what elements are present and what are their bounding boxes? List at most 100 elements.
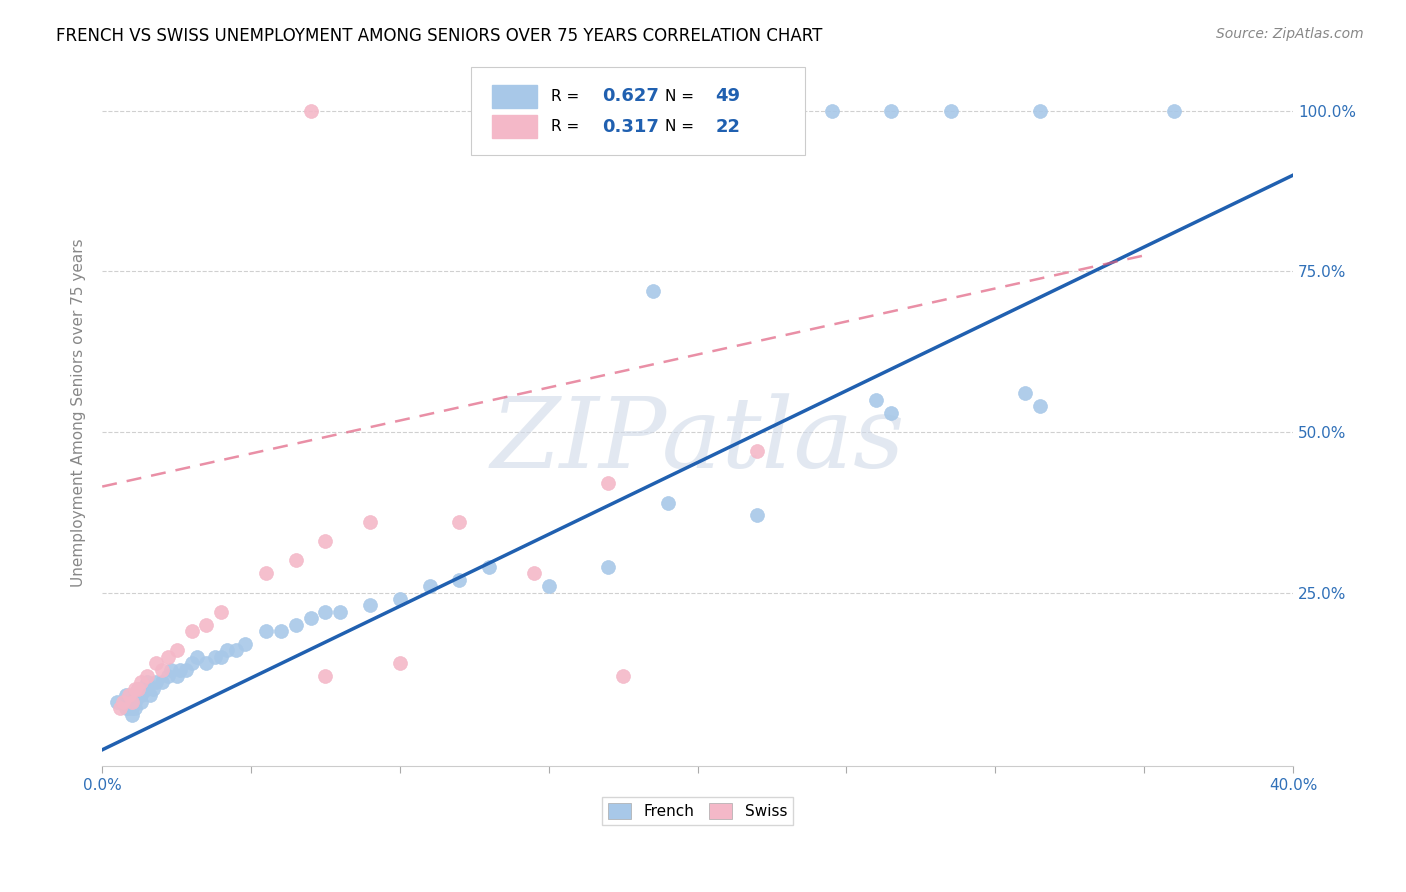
Point [299,103,322,118]
Point [150,675,173,690]
Point [156,669,179,683]
Point [598,476,620,491]
Bar [492,115,537,138]
Point [145,675,167,690]
Point [284,553,307,567]
Point [150,663,173,677]
Point [880,406,903,420]
Text: R =: R = [551,89,585,103]
Point [135,675,157,690]
Point [388,591,411,606]
Point [115,688,138,702]
Point [225,643,247,657]
Point [865,392,887,407]
Text: FRENCH VS SWISS UNEMPLOYMENT AMONG SENIORS OVER 75 YEARS CORRELATION CHART: FRENCH VS SWISS UNEMPLOYMENT AMONG SENIO… [56,27,823,45]
Point [127,688,149,702]
Point [180,624,202,638]
Text: Source: ZipAtlas.com: Source: ZipAtlas.com [1216,27,1364,41]
Text: N =: N = [665,89,699,103]
Point [169,663,191,677]
Point [1014,386,1036,401]
Text: 0.627: 0.627 [602,87,659,105]
Bar [492,85,537,108]
Point [195,617,218,632]
Point [166,669,188,683]
Point [129,688,152,702]
FancyBboxPatch shape [471,67,804,155]
Point [612,669,634,683]
Point [641,284,664,298]
Point [537,579,560,593]
Point [209,649,232,664]
Text: 22: 22 [716,118,741,136]
Point [314,605,336,619]
Point [209,605,232,619]
Point [121,695,143,709]
Point [939,103,962,118]
Point [180,656,202,670]
Point [217,643,239,657]
Point [186,649,208,664]
Point [747,508,769,523]
Point [359,599,381,613]
Y-axis label: Unemployment Among Seniors over 75 years: Unemployment Among Seniors over 75 years [72,238,86,587]
Legend: French, Swiss: French, Swiss [602,797,793,825]
Point [195,656,218,670]
Point [121,707,143,722]
Point [284,617,307,632]
Point [1029,103,1052,118]
Point [121,695,143,709]
Point [359,515,381,529]
Point [129,675,152,690]
Point [145,656,167,670]
Point [127,681,149,696]
Point [314,534,336,549]
Point [127,681,149,696]
Point [124,681,146,696]
Point [156,649,179,664]
Point [124,695,146,709]
Point [112,695,135,709]
Point [129,695,152,709]
Point [105,695,128,709]
Point [108,701,131,715]
Point [657,495,679,509]
Point [233,637,256,651]
Point [1163,103,1185,118]
Text: 0.317: 0.317 [602,118,659,136]
Point [166,643,188,657]
Point [139,688,162,702]
Point [314,669,336,683]
Point [419,579,441,593]
Point [115,701,138,715]
Point [124,701,146,715]
Point [159,663,181,677]
Point [121,701,143,715]
Point [449,515,471,529]
Point [118,688,141,702]
Point [254,566,277,581]
Point [820,103,842,118]
Point [478,559,501,574]
Point [204,649,226,664]
Point [523,566,546,581]
Point [329,605,352,619]
Point [598,559,620,574]
Point [135,669,157,683]
Point [299,611,322,625]
Point [747,444,769,458]
Point [1029,400,1052,414]
Point [388,656,411,670]
Text: N =: N = [665,120,699,134]
Point [142,681,165,696]
Point [270,624,292,638]
Point [880,103,903,118]
Point [174,663,197,677]
Point [254,624,277,638]
Text: 49: 49 [716,87,741,105]
Text: ZIPatlas: ZIPatlas [491,393,905,489]
Point [118,701,141,715]
Text: R =: R = [551,120,585,134]
Point [135,681,157,696]
Point [449,573,471,587]
